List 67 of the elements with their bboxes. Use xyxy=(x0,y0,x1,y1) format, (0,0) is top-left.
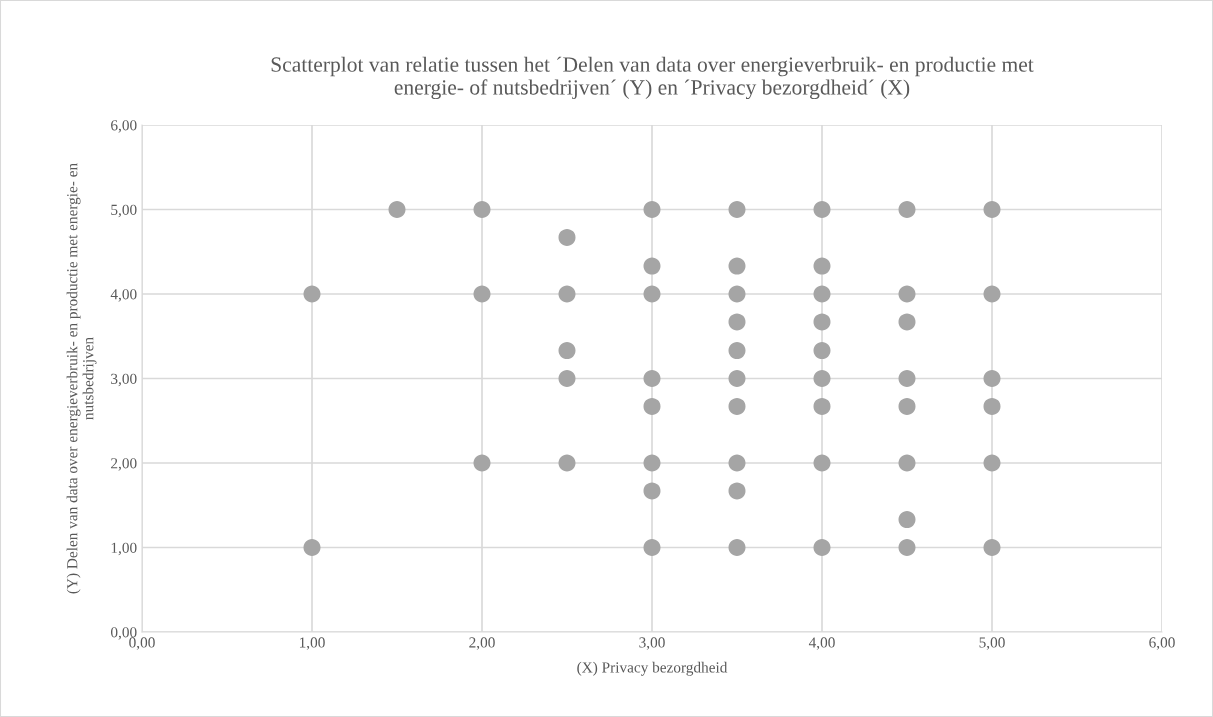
point xyxy=(643,200,661,219)
point xyxy=(898,454,916,472)
point xyxy=(813,200,831,219)
point xyxy=(898,538,916,557)
point xyxy=(558,369,576,388)
point xyxy=(728,257,746,275)
point xyxy=(898,313,916,331)
point xyxy=(643,257,661,275)
point xyxy=(388,200,406,219)
point xyxy=(813,342,831,360)
point xyxy=(643,538,661,557)
point xyxy=(473,200,491,219)
chart-title: Scatterplot van relatie tussen het ´Delen van data over energieverbruik- en productie met energie- of nutsbedrijven´ (Y) en ´Privacy bezorgdheid´ (X) xyxy=(271,56,1034,100)
x-tick-label: 4,00 xyxy=(808,637,835,650)
point xyxy=(728,538,746,557)
point xyxy=(898,369,916,388)
x-tick-label: 6,00 xyxy=(1149,637,1175,650)
point xyxy=(728,397,746,415)
point xyxy=(303,538,321,557)
point xyxy=(643,397,661,415)
point xyxy=(813,397,831,415)
y-axis-title: (Y) Delen van data over energieverbruik- en productie met energie- en nutsbedrijven xyxy=(66,163,97,594)
point xyxy=(898,200,916,219)
point xyxy=(558,228,576,246)
point xyxy=(813,369,831,388)
point xyxy=(983,454,1001,472)
point xyxy=(728,313,746,331)
point xyxy=(728,454,746,472)
point xyxy=(983,397,1001,415)
point xyxy=(813,257,831,275)
y-tick-label: 6,00 xyxy=(111,120,137,133)
point xyxy=(983,369,1001,388)
point xyxy=(473,285,491,303)
point xyxy=(898,397,916,415)
y-tick-label: 1,00 xyxy=(111,542,137,556)
point xyxy=(728,342,746,360)
point xyxy=(558,454,576,472)
point xyxy=(898,511,916,529)
y-tick-label: 5,00 xyxy=(111,204,137,218)
point xyxy=(983,538,1001,557)
point xyxy=(813,285,831,303)
point xyxy=(728,285,746,303)
point xyxy=(558,342,576,360)
point xyxy=(643,285,661,303)
point xyxy=(813,313,831,331)
x-axis-title: (X) Privacy bezorgdheid xyxy=(577,661,728,676)
point xyxy=(643,454,661,472)
point xyxy=(728,482,746,500)
x-tick-label: 1,00 xyxy=(299,637,325,650)
point xyxy=(813,538,831,557)
y-tick-label: 4,00 xyxy=(110,289,137,302)
x-tick-label: 3,00 xyxy=(639,637,665,650)
y-tick-label: 2,00 xyxy=(111,458,137,471)
point xyxy=(728,200,746,219)
point xyxy=(473,454,491,472)
point xyxy=(643,369,661,388)
point xyxy=(728,369,746,388)
point xyxy=(898,285,916,303)
x-tick-label: 5,00 xyxy=(979,637,1005,650)
point xyxy=(813,454,831,472)
point xyxy=(558,285,576,303)
point xyxy=(303,285,321,303)
y-tick-label: 3,00 xyxy=(111,373,137,387)
x-tick-label: 2,00 xyxy=(469,637,495,650)
point xyxy=(643,482,661,500)
point xyxy=(983,285,1001,303)
point xyxy=(983,200,1001,219)
